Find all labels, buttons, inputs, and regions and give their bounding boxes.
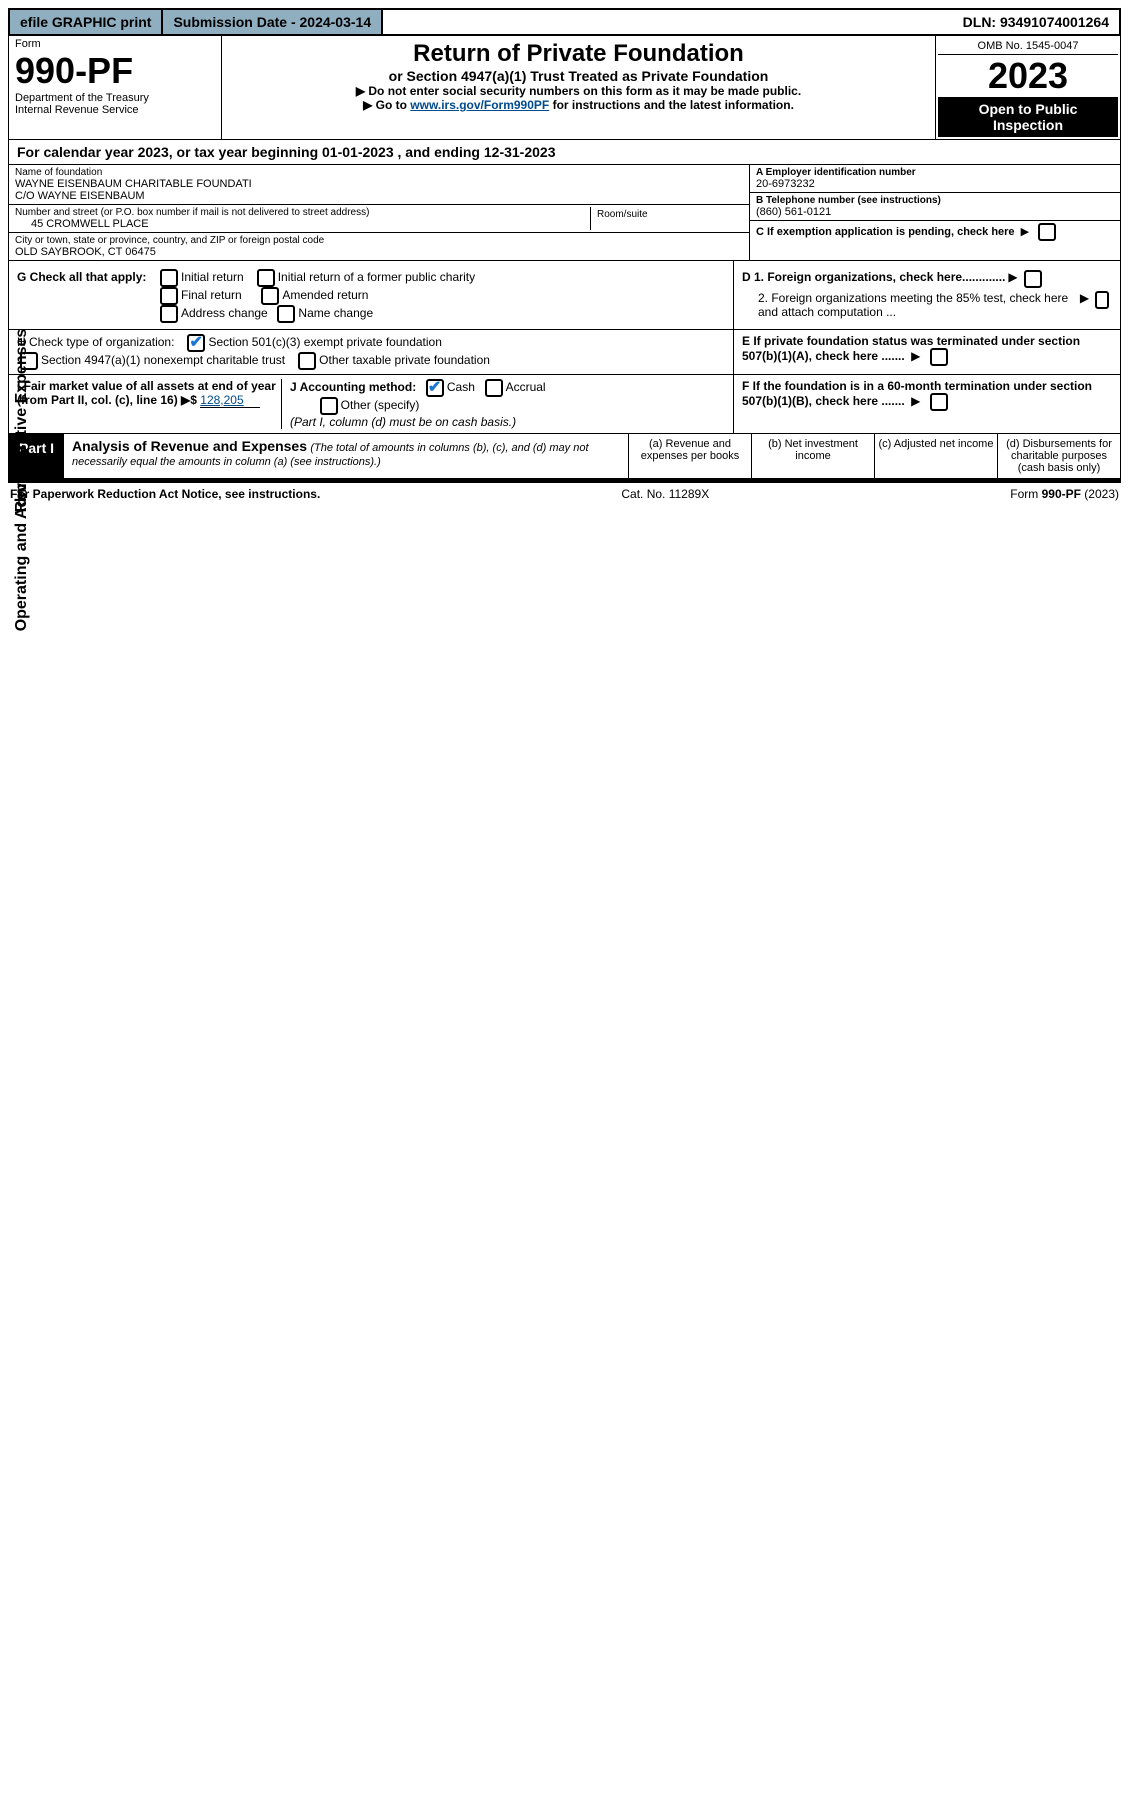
form-label: Form — [15, 38, 215, 50]
checkbox-accrual[interactable] — [485, 379, 503, 397]
checkbox-name[interactable] — [277, 305, 295, 323]
checkbox-cash[interactable] — [426, 379, 444, 397]
form-number: 990-PF — [15, 50, 215, 92]
fmv-value[interactable]: 128,205 — [200, 393, 260, 408]
paperwork-notice: For Paperwork Reduction Act Notice, see … — [10, 487, 320, 501]
note-link: ▶ Go to www.irs.gov/Form990PF for instru… — [226, 98, 931, 112]
checkbox-initial[interactable] — [160, 269, 178, 287]
info-left: Name of foundation WAYNE EISENBAUM CHARI… — [9, 165, 749, 260]
ij-section: I Fair market value of all assets at end… — [8, 375, 1121, 434]
foundation-name-cell: Name of foundation WAYNE EISENBAUM CHARI… — [9, 165, 749, 205]
header-left: Form 990-PF Department of the Treasury I… — [9, 36, 222, 139]
phone-cell: B Telephone number (see instructions) (8… — [750, 193, 1120, 221]
part1-header: Part I Analysis of Revenue and Expenses … — [8, 434, 1121, 479]
form-title: Return of Private Foundation — [226, 40, 931, 68]
form-header: Form 990-PF Department of the Treasury I… — [8, 36, 1121, 140]
city-cell: City or town, state or province, country… — [9, 233, 749, 260]
dept-irs: Internal Revenue Service — [15, 104, 215, 116]
note-ssn: ▶ Do not enter social security numbers o… — [226, 84, 931, 98]
form-subtitle: or Section 4947(a)(1) Trust Treated as P… — [226, 68, 931, 84]
d-section: D 1. Foreign organizations, check here..… — [733, 261, 1120, 329]
info-grid: Name of foundation WAYNE EISENBAUM CHARI… — [8, 165, 1121, 261]
arrow-icon: ▶ — [911, 349, 920, 363]
checkbox-final[interactable] — [160, 287, 178, 305]
room-cell: Room/suite — [591, 207, 743, 230]
g-section: G Check all that apply: Initial return I… — [9, 261, 733, 329]
info-right: A Employer identification number 20-6973… — [749, 165, 1120, 260]
header-center: Return of Private Foundation or Section … — [222, 36, 935, 139]
dln: DLN: 93491074001264 — [953, 10, 1119, 34]
irs-link[interactable]: www.irs.gov/Form990PF — [410, 98, 549, 112]
arrow-icon: ▶ — [911, 394, 920, 408]
submission-date: Submission Date - 2024-03-14 — [163, 10, 383, 34]
c-cell: C If exemption application is pending, c… — [750, 221, 1120, 243]
checkbox-501c3[interactable] — [187, 334, 205, 352]
open-public: Open to Public Inspection — [938, 97, 1118, 137]
omb-number: OMB No. 1545-0047 — [938, 38, 1118, 55]
h-section: H Check type of organization: Section 50… — [8, 330, 1121, 375]
arrow-icon: ▶ — [1080, 291, 1089, 305]
cat-no: Cat. No. 11289X — [621, 487, 709, 501]
col-d: (d) Disbursements for charitable purpose… — [997, 434, 1120, 478]
efile-button[interactable]: efile GRAPHIC print — [10, 10, 163, 34]
checkbox-c[interactable] — [1038, 223, 1056, 241]
checkbox-initial-former[interactable] — [257, 269, 275, 287]
arrow-icon: ▶ — [1008, 270, 1017, 284]
checkbox-d1[interactable] — [1024, 270, 1042, 288]
top-bar: efile GRAPHIC print Submission Date - 20… — [8, 8, 1121, 36]
calendar-year: For calendar year 2023, or tax year begi… — [8, 140, 1121, 165]
col-a: (a) Revenue and expenses per books — [628, 434, 751, 478]
checkbox-amended[interactable] — [261, 287, 279, 305]
column-headers: (a) Revenue and expenses per books (b) N… — [628, 434, 1120, 478]
checkbox-d2[interactable] — [1095, 291, 1109, 309]
col-c: (c) Adjusted net income — [874, 434, 997, 478]
checkbox-other-tax[interactable] — [298, 352, 316, 370]
footer: For Paperwork Reduction Act Notice, see … — [8, 482, 1121, 505]
form-ref: Form 990-PF (2023) — [1010, 487, 1119, 501]
checkbox-address[interactable] — [160, 305, 178, 323]
dept-treasury: Department of the Treasury — [15, 92, 215, 104]
f-section: F If the foundation is in a 60-month ter… — [733, 375, 1120, 433]
e-section: E If private foundation status was termi… — [733, 330, 1120, 374]
arrow-icon: ▶ — [1021, 225, 1029, 238]
part1-desc: Analysis of Revenue and Expenses (The to… — [64, 434, 628, 478]
i-section: I Fair market value of all assets at end… — [17, 379, 282, 429]
col-b: (b) Net investment income — [751, 434, 874, 478]
checkbox-section-g: G Check all that apply: Initial return I… — [8, 261, 1121, 330]
header-right: OMB No. 1545-0047 2023 Open to Public In… — [935, 36, 1120, 139]
tax-year: 2023 — [938, 55, 1118, 97]
checkbox-e[interactable] — [930, 348, 948, 366]
address-cell: Number and street (or P.O. box number if… — [9, 205, 749, 233]
j-section: J Accounting method: Cash Accrual Other … — [282, 379, 725, 429]
ein-cell: A Employer identification number 20-6973… — [750, 165, 1120, 193]
checkbox-other-acct[interactable] — [320, 397, 338, 415]
checkbox-f[interactable] — [930, 393, 948, 411]
